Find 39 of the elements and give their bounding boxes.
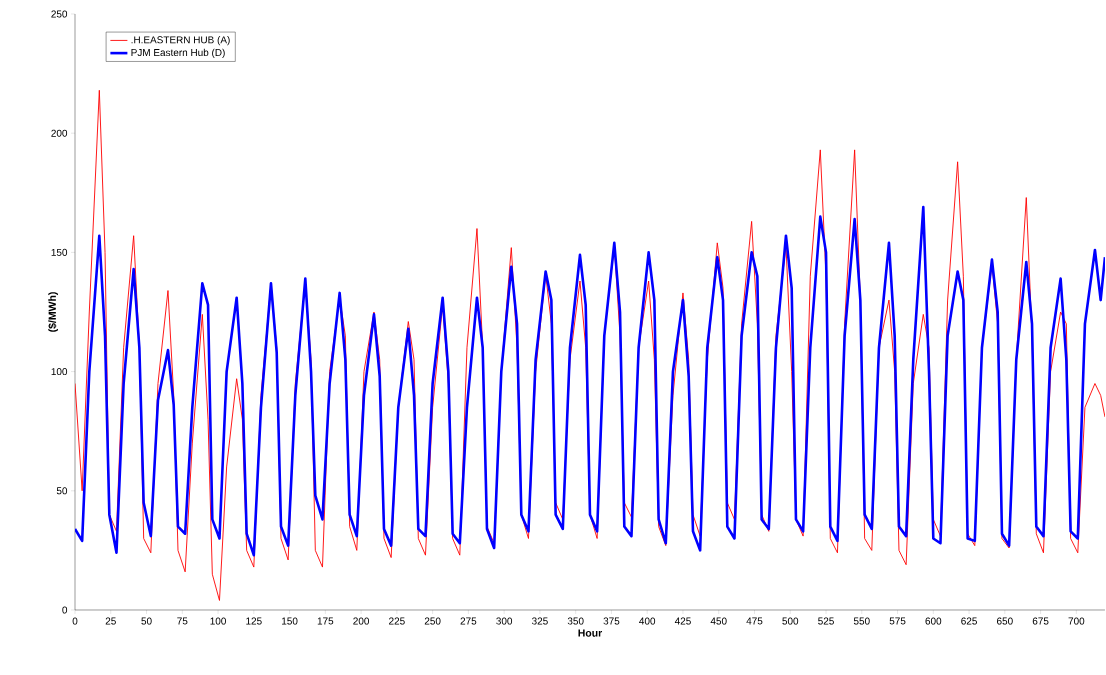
x-tick-label: 625	[961, 617, 977, 625]
x-tick-label: 275	[460, 617, 477, 625]
x-tick-label: 650	[997, 617, 1013, 625]
x-tick-label: 700	[1068, 617, 1085, 625]
legend-label: .H.EASTERN HUB (A)	[131, 36, 230, 46]
x-tick-label: 175	[317, 617, 334, 625]
x-tick-label: 0	[72, 617, 78, 625]
x-tick-label: 325	[531, 617, 548, 625]
y-tick-label: 250	[51, 10, 68, 18]
x-tick-label: 225	[389, 617, 405, 625]
x-tick-label: 125	[246, 617, 262, 625]
x-tick-label: 150	[282, 617, 298, 625]
x-tick-label: 500	[782, 617, 799, 625]
x-tick-label: 400	[639, 617, 656, 625]
y-tick-label: 200	[51, 129, 68, 137]
y-tick-label: 0	[62, 606, 68, 614]
x-tick-label: 200	[353, 617, 370, 625]
x-tick-label: 75	[177, 617, 188, 625]
y-tick-label: 50	[56, 487, 68, 495]
legend-label: PJM Eastern Hub (D)	[131, 48, 225, 59]
y-tick-label: 100	[51, 368, 68, 376]
y-axis-title: ($/MWh)	[48, 292, 59, 332]
x-tick-label: 100	[210, 617, 226, 625]
x-tick-label: 550	[853, 617, 870, 625]
x-tick-label: 250	[424, 617, 441, 625]
x-tick-label: 450	[710, 617, 727, 625]
x-tick-label: 600	[925, 617, 942, 625]
y-tick-label: 150	[51, 248, 68, 256]
x-tick-label: 350	[567, 617, 584, 625]
x-tick-label: 50	[141, 617, 152, 625]
x-tick-label: 25	[105, 617, 116, 625]
x-tick-label: 475	[746, 617, 763, 625]
x-axis-title: Hour	[578, 629, 603, 637]
x-tick-label: 425	[674, 617, 691, 625]
x-tick-label: 525	[818, 617, 834, 625]
x-tick-label: 300	[496, 617, 513, 625]
x-tick-label: 575	[889, 617, 906, 625]
x-tick-label: 675	[1032, 617, 1049, 625]
x-tick-label: 375	[603, 617, 620, 625]
